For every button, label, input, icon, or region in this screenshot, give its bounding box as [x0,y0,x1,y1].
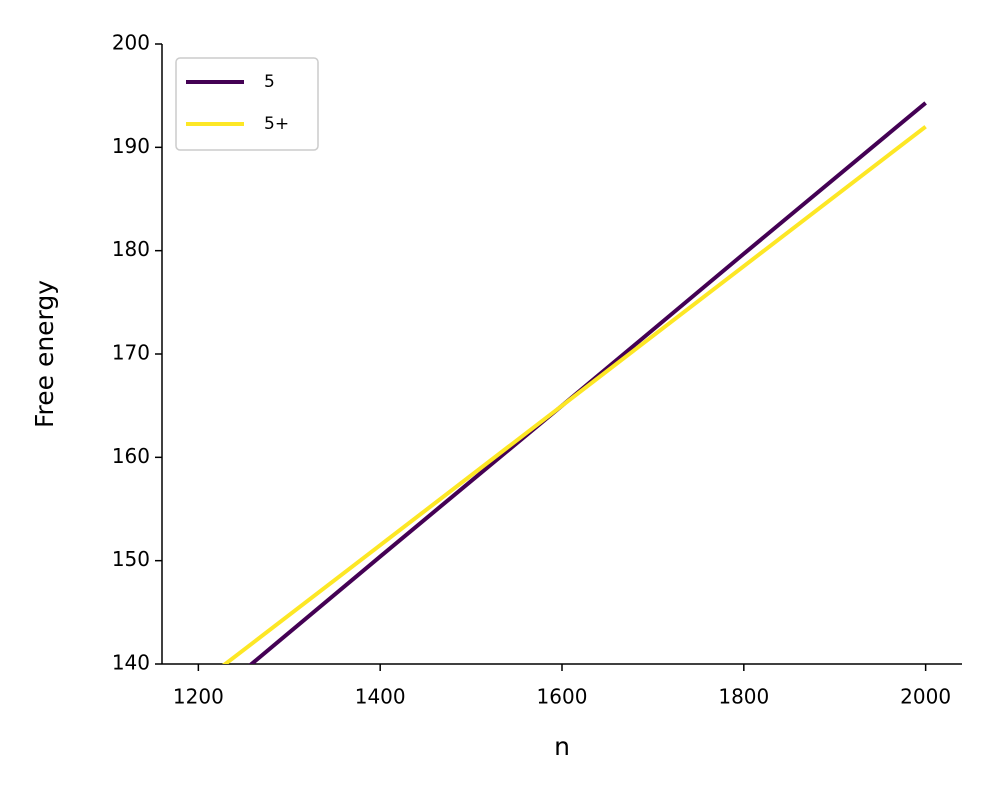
legend-box [175,57,319,151]
y-tick-label: 140 [112,651,150,675]
y-tick-label: 190 [112,134,150,158]
x-tick-label: 1600 [537,685,588,709]
legend-label: 5+ [264,114,289,134]
legend-label: 5 [264,72,275,92]
x-tick-label: 1800 [718,685,769,709]
y-tick-label: 200 [112,31,150,55]
y-tick-label: 160 [112,444,150,468]
line-series [222,125,927,664]
plot-area [222,101,927,664]
x-tick-label: 2000 [900,685,951,709]
y-tick-label: 170 [112,341,150,365]
y-tick-label: 150 [112,547,150,571]
x-tick-label: 1200 [173,685,224,709]
y-tick-label: 180 [112,237,150,261]
x-tick-label: 1400 [355,685,406,709]
y-axis-label: Free energy [30,280,59,428]
x-axis-label: n [554,732,570,761]
